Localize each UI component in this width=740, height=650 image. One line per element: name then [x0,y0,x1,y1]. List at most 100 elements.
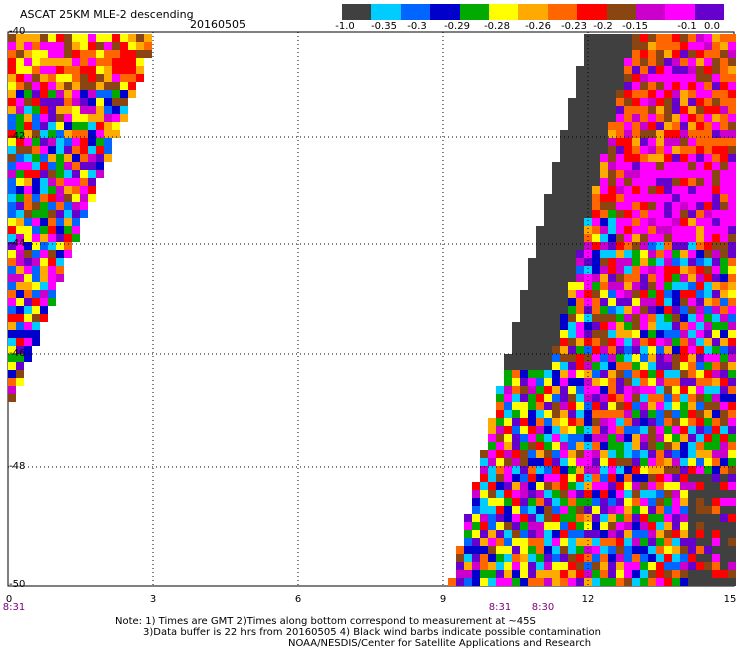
swath-cell [664,242,672,250]
swath-cell [640,370,648,378]
swath-cell [680,106,688,114]
swath-cell [504,458,512,466]
swath-cell [24,266,32,274]
swath-cell [584,434,592,442]
swath-cell [632,370,640,378]
swath-cell [496,426,504,434]
swath-cell [560,154,568,162]
swath-cell [632,442,640,450]
swath-cell [496,490,504,498]
swath-cell [96,50,104,58]
swath-cell [696,458,704,466]
swath-cell [520,554,528,562]
swath-cell [80,90,88,98]
swath-cell [488,490,496,498]
swath-cell [16,42,24,50]
swath-cell [568,162,576,170]
swath-cell [696,450,704,458]
swath-cell [512,330,520,338]
swath-cell [728,154,736,162]
swath-cell [648,562,656,570]
swath-cell [520,314,528,322]
swath-cell [672,138,680,146]
swath-cell [568,122,576,130]
swath-cell [560,282,568,290]
swath-cell [696,394,704,402]
swath-cell [520,362,528,370]
swath-cell [640,258,648,266]
swath-cell [528,434,536,442]
note-line-2: 3)Data buffer is 22 hrs from 20160505 4)… [143,627,601,638]
swath-cell [8,378,16,386]
swath-cell [688,250,696,258]
colorbar-tick-label: -0.29 [444,21,470,32]
swath-cell [672,426,680,434]
swath-cell [608,578,616,586]
swath-cell [672,362,680,370]
swath-cell [640,170,648,178]
swath-cell [608,178,616,186]
map-title: ASCAT 25KM MLE-2 descending [20,8,194,21]
swath-cell [608,146,616,154]
swath-cell [632,362,640,370]
swath-cell [720,338,728,346]
swath-cell [608,362,616,370]
swath-cell [72,50,80,58]
swath-cell [56,82,64,90]
swath-cell [688,50,696,58]
swath-cell [624,314,632,322]
swath-cell [696,130,704,138]
swath-cell [512,546,520,554]
swath-cell [504,554,512,562]
swath-cell [648,74,656,82]
swath-cell [704,130,712,138]
swath-cell [544,474,552,482]
swath-cell [528,282,536,290]
swath-cell [704,562,712,570]
swath-cell [464,546,472,554]
swath-cell [712,458,720,466]
swath-cell [536,554,544,562]
swath-cell [480,522,488,530]
swath-cell [584,490,592,498]
swath-cell [600,58,608,66]
swath-cell [472,570,480,578]
swath-cell [576,370,584,378]
swath-cell [664,482,672,490]
swath-cell [672,242,680,250]
swath-cell [720,554,728,562]
swath-cell [56,90,64,98]
swath-cell [544,514,552,522]
swath-cell [8,394,16,402]
swath-cell [672,218,680,226]
swath-cell [608,42,616,50]
swath-cell [96,42,104,50]
swath-cell [16,82,24,90]
swath-cell [48,146,56,154]
swath-cell [80,50,88,58]
swath-cell [608,402,616,410]
swath-cell [680,42,688,50]
swath-cell [624,154,632,162]
swath-cell [648,506,656,514]
swath-cell [16,90,24,98]
swath-cell [536,490,544,498]
swath-cell [664,274,672,282]
swath-cell [688,226,696,234]
swath-cell [680,386,688,394]
swath-cell [656,282,664,290]
swath-cell [104,90,112,98]
swath-cell [664,394,672,402]
swath-cell [648,346,656,354]
swath-cell [624,306,632,314]
swath-cell [528,338,536,346]
swath-cell [608,138,616,146]
swath-cell [608,450,616,458]
swath-cell [80,130,88,138]
swath-cell [56,250,64,258]
swath-cell [680,58,688,66]
swath-cell [144,50,152,58]
swath-cell [728,98,736,106]
swath-cell [592,402,600,410]
swath-cell [592,258,600,266]
